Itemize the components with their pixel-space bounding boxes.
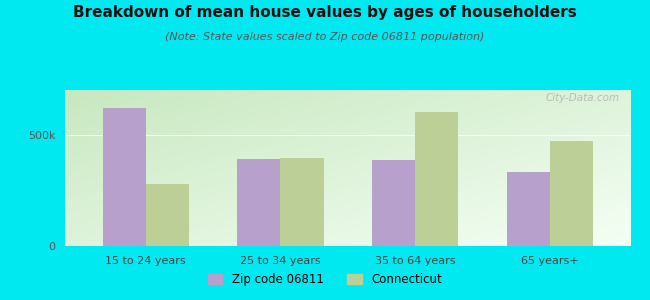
Text: Breakdown of mean house values by ages of householders: Breakdown of mean house values by ages o…: [73, 4, 577, 20]
Bar: [506, 172, 550, 246]
Bar: [237, 159, 280, 246]
Text: City-Data.com: City-Data.com: [545, 93, 619, 103]
Bar: [103, 108, 146, 246]
Bar: [550, 141, 593, 246]
Bar: [372, 160, 415, 246]
Legend: Zip code 06811, Connecticut: Zip code 06811, Connecticut: [203, 269, 447, 291]
Text: (Note: State values scaled to Zip code 06811 population): (Note: State values scaled to Zip code 0…: [165, 32, 485, 41]
Bar: [146, 184, 189, 246]
Bar: [415, 112, 458, 246]
Bar: [280, 158, 324, 246]
